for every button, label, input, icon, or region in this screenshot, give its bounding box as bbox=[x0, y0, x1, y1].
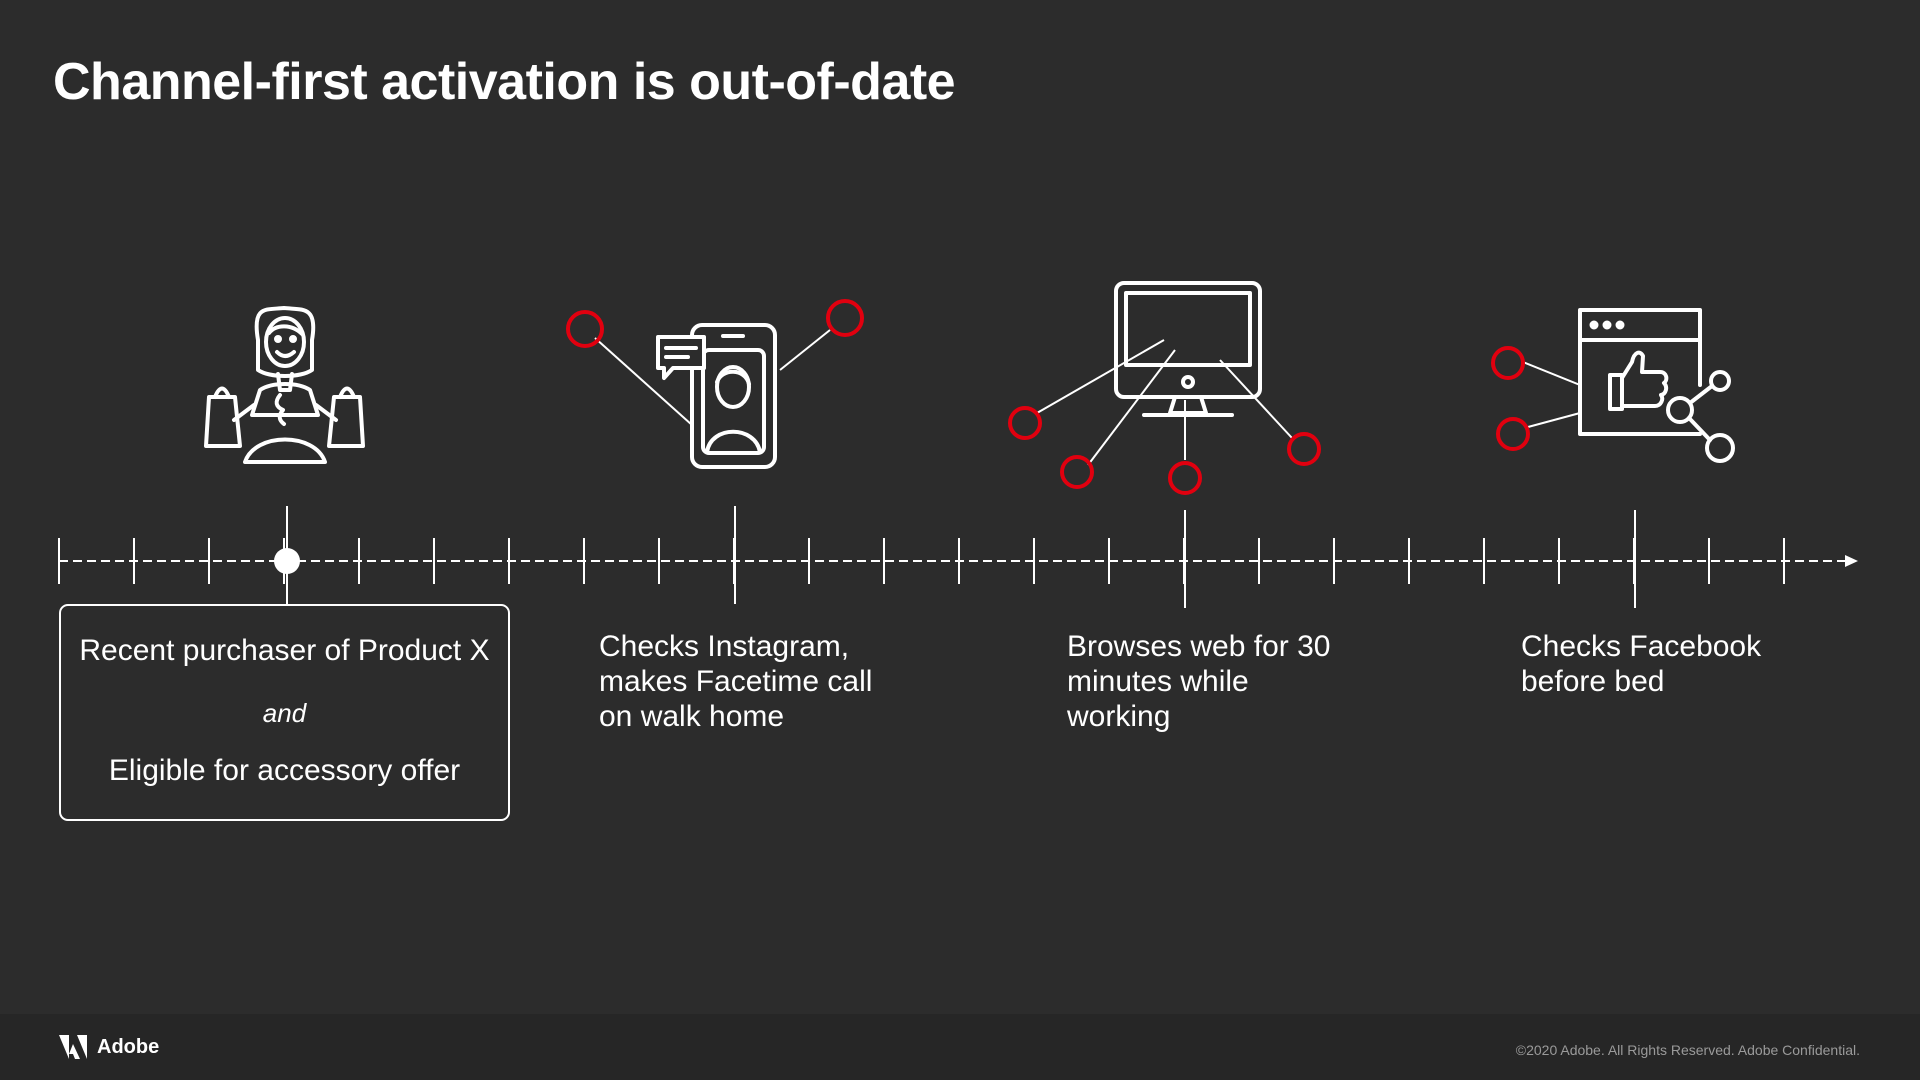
copyright-notice: ©2020 Adobe. All Rights Reserved. Adobe … bbox=[1515, 1042, 1860, 1058]
channel-connectors-4 bbox=[1522, 361, 1581, 428]
footer-bar bbox=[0, 1014, 1920, 1080]
touchpoint-marker bbox=[1060, 455, 1094, 489]
touchpoint-markers-3 bbox=[1008, 406, 1321, 495]
touchpoint-marker bbox=[1496, 417, 1530, 451]
shopper-with-bags-icon bbox=[204, 306, 365, 464]
adobe-logo: Adobe bbox=[59, 1034, 159, 1060]
criteria-conjunction: and bbox=[262, 698, 307, 728]
touchpoint-marker bbox=[1491, 346, 1525, 380]
channel-connectors-3 bbox=[1036, 339, 1293, 466]
desktop-monitor-icon bbox=[1114, 281, 1262, 417]
criteria-line-1: Recent purchaser of Product X bbox=[79, 634, 490, 667]
timeline bbox=[58, 506, 1858, 608]
audience-criteria-box: Recent purchaser of Product X and Eligib… bbox=[59, 604, 510, 821]
event-caption-web-browsing: Browses web for 30 minutes while working bbox=[1067, 630, 1331, 733]
touchpoint-marker bbox=[1008, 406, 1042, 440]
touchpoint-marker bbox=[1287, 432, 1321, 466]
touchpoint-marker bbox=[826, 299, 864, 337]
touchpoint-marker bbox=[566, 310, 604, 348]
timeline-arrowhead bbox=[1845, 555, 1858, 567]
adobe-wordmark: Adobe bbox=[97, 1035, 160, 1058]
event-caption-instagram: Checks Instagram, makes Facetime call on… bbox=[599, 630, 873, 733]
browser-thumbs-up-share-icon bbox=[1578, 308, 1735, 463]
touchpoint-marker bbox=[1168, 461, 1202, 495]
event-caption-facebook: Checks Facebook before bed bbox=[1521, 630, 1762, 698]
page-title: Channel-first activation is out-of-date bbox=[53, 53, 956, 111]
adobe-logo-icon bbox=[59, 1035, 87, 1059]
criteria-line-2: Eligible for accessory offer bbox=[108, 754, 461, 787]
channel-connectors-2 bbox=[594, 329, 831, 426]
current-moment-marker bbox=[274, 548, 300, 574]
touchpoint-markers-4 bbox=[1491, 346, 1530, 451]
touchpoint-markers-2 bbox=[566, 299, 864, 348]
phone-video-call-icon bbox=[656, 323, 777, 469]
